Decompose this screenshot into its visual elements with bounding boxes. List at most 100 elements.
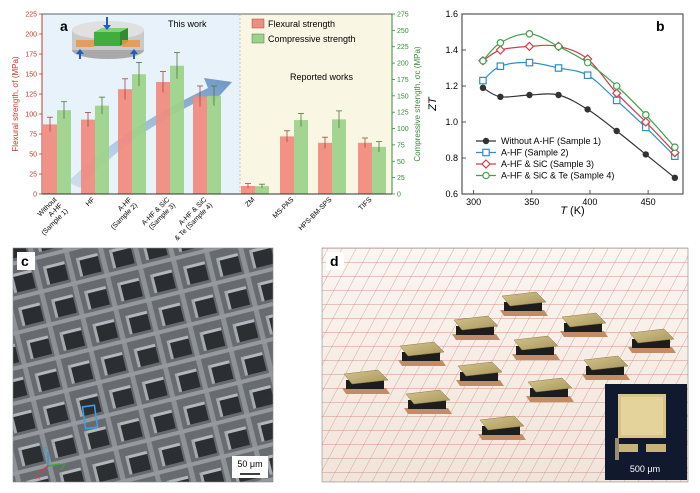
x-axis-label-unit: (K): [567, 205, 585, 217]
bars-group: [43, 52, 386, 194]
legend: Flexural strength Compressive strength: [251, 18, 356, 44]
panel-a-label: a: [60, 18, 68, 34]
thermoelectric-device: [526, 377, 574, 402]
data-point: [479, 84, 487, 92]
data-point: [482, 137, 490, 145]
thermoelectric-device: [500, 291, 548, 316]
bar-compressive: [207, 95, 221, 194]
data-point: [526, 91, 533, 99]
device-legs: [402, 352, 440, 361]
device-substrate: [512, 354, 560, 360]
device-legs: [456, 326, 494, 335]
bar-flexural: [358, 142, 372, 194]
device-legs: [516, 346, 554, 355]
bar-compressive: [332, 119, 346, 194]
device-top-electrode: [513, 335, 559, 351]
bar-flexural: [280, 136, 294, 194]
device-top-electrode: [583, 355, 629, 371]
thermoelectric-device: [398, 341, 446, 366]
category-label: MS-PAS: [272, 196, 296, 220]
xtick-label: 400: [582, 197, 597, 207]
scale-bar-label-d: 500 μm: [630, 464, 660, 474]
panel-b-line-chart: 300 350 400 450 0.6 0.8 1.0 1.2 1.4 1.6 T (K) ZT Wit…: [427, 9, 684, 217]
data-point: [554, 42, 563, 51]
bar-flexural: [118, 89, 132, 194]
legend-swatch-compressive: [251, 33, 265, 44]
category-label: A-HF & SiC& Te (Sample 4): [168, 196, 214, 242]
ytick-label-left: 25: [29, 172, 37, 179]
device-substrate: [404, 408, 452, 414]
device-substrate: [452, 334, 500, 340]
device-substrate: [500, 310, 548, 316]
category-label-line: HPS-BM-SPS: [298, 196, 334, 232]
data-point: [613, 127, 620, 135]
legend-label-flexural: Flexural strength: [268, 19, 335, 29]
category-label: WithoutA-HF(Sample 1): [29, 196, 70, 237]
device-top-electrode: [501, 291, 547, 307]
data-point: [612, 82, 621, 90]
xtick-label: 300: [466, 197, 481, 207]
thermoelectric-device: [628, 328, 676, 353]
data-point: [497, 93, 504, 101]
data-point: [671, 174, 679, 181]
device-inset: [605, 384, 687, 480]
device-legs: [460, 372, 498, 381]
legend-label-compressive: Compressive strength: [268, 34, 356, 44]
ytick-label-left: 150: [25, 72, 37, 79]
zt-plot: 300 350 400 450 0.6 0.8 1.0 1.2 1.4 1.6 T (K) ZT Wit…: [427, 9, 684, 217]
thermoelectric-device: [452, 315, 500, 340]
device-legs: [408, 400, 446, 409]
device-top-electrode: [343, 369, 389, 385]
plot-frame: [461, 13, 684, 195]
device-top-electrode: [457, 361, 503, 377]
bar-compressive: [372, 146, 386, 194]
device-substrate: [628, 347, 676, 353]
panel-d-label: d: [330, 253, 339, 269]
device-substrate: [398, 360, 446, 366]
data-point: [584, 106, 591, 113]
ytick-label-left: 175: [25, 52, 37, 59]
scale-bar-box: [232, 456, 268, 478]
category-label-line: MS-PAS: [272, 196, 296, 220]
panel-c-sem-image: [13, 248, 273, 482]
data-point: [641, 111, 650, 119]
ytick-label-left: 225: [25, 12, 37, 19]
ytick-label-left: 100: [25, 112, 37, 119]
device-top-electrode: [405, 389, 451, 405]
data-point: [554, 64, 563, 72]
category-label: HF: [85, 196, 97, 208]
category-label-line: HF: [85, 196, 97, 208]
ytick-label-left: 50: [29, 152, 37, 159]
category-label-line: ZM: [244, 196, 256, 208]
ytick-label-right: 50: [397, 159, 405, 166]
device-legs: [586, 366, 624, 375]
ytick-label-left: 0: [33, 192, 37, 199]
bar-flexural: [156, 82, 170, 194]
data-point: [640, 117, 651, 127]
category-label: HPS-BM-SPS: [298, 196, 334, 232]
legend-label: Without A-HF (Sample 1): [501, 136, 601, 146]
ytick-label-right: 25: [397, 175, 405, 182]
scale-bar-label-c: 50 μm: [237, 459, 262, 469]
ytick-label: 1.2: [445, 81, 458, 91]
ytick-label-right: 200: [397, 61, 409, 68]
x-axis-label: T (K): [560, 205, 584, 217]
category-label-line: TIFS: [358, 196, 374, 212]
x-axis-label-var: T: [560, 205, 568, 217]
data-point: [642, 151, 649, 158]
category-label: A-HF & SiC(Sample 3): [141, 196, 177, 232]
device-substrate: [342, 388, 390, 394]
category-label: ZM: [244, 196, 256, 208]
devices-group: [342, 291, 676, 440]
legend-label: A-HF (Sample 2): [501, 148, 569, 158]
y-axis-label-left: Flexural strength, σf (MPa): [11, 56, 20, 152]
device-top-electrode: [527, 377, 573, 393]
ytick-label-right: 100: [397, 126, 409, 133]
series: [479, 29, 679, 152]
thermoelectric-device: [342, 369, 390, 394]
thermoelectric-device: [512, 335, 560, 360]
ytick-label-left: 75: [29, 132, 37, 139]
thermoelectric-device: [582, 355, 630, 380]
panel-b-label: b: [656, 18, 665, 34]
data-point: [495, 45, 506, 55]
